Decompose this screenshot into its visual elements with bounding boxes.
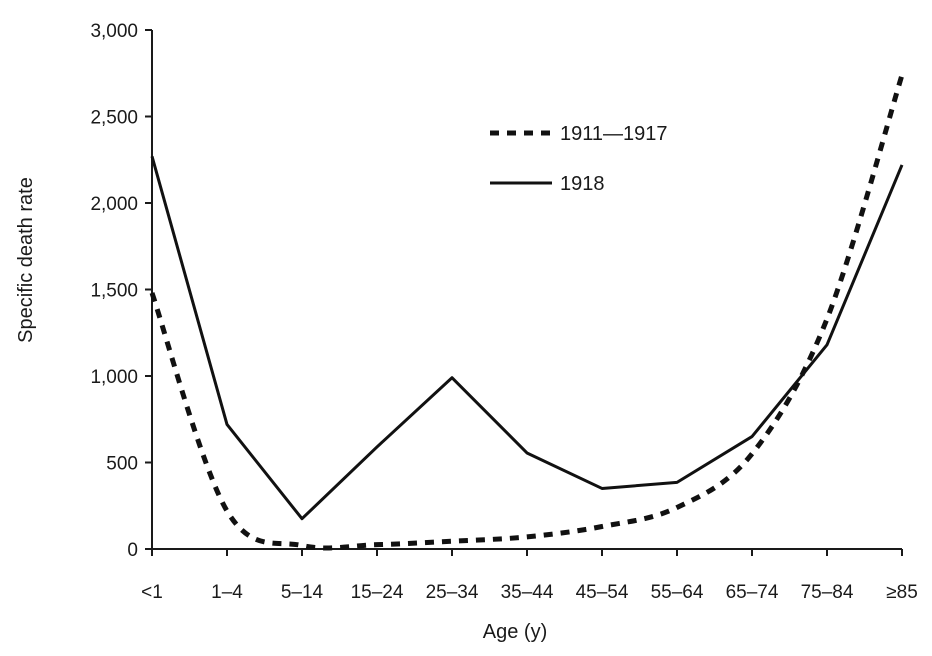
- x-tick-label: 65–74: [726, 582, 779, 603]
- y-axis: 0 500 1,000 1,500 2,000 2,500 3,000: [90, 21, 153, 561]
- x-tick-label: 75–84: [801, 582, 854, 603]
- x-tick-label: 35–44: [501, 582, 554, 603]
- legend-label-1911-1917: 1911—1917: [560, 123, 668, 145]
- series-line-1911-1917: [149, 74, 905, 551]
- x-tick-label: 45–54: [576, 582, 629, 603]
- x-tick-label: 15–24: [351, 582, 404, 603]
- y-tick-label: 1,000: [90, 367, 138, 388]
- y-tick-label: 0: [127, 540, 138, 561]
- legend: 1911—1917 1918: [490, 123, 668, 195]
- series-layer: [149, 74, 905, 551]
- x-tick-label: ≥85: [886, 582, 918, 603]
- y-tick-label: 1,500: [90, 281, 138, 302]
- y-tick-label: 3,000: [90, 21, 138, 42]
- y-tick-label: 2,000: [90, 194, 138, 215]
- x-axis-title: Age (y): [483, 621, 547, 643]
- legend-item-1911-1917: 1911—1917: [490, 123, 668, 145]
- legend-label-1918: 1918: [560, 173, 605, 195]
- y-axis-ticks: 0 500 1,000 1,500 2,000 2,500 3,000: [90, 21, 152, 561]
- y-tick-label: 2,500: [90, 108, 138, 129]
- x-axis-ticks: <1 1–4 5–14 15–24 25–34 35–44 45–54 55–64 65–74 7…: [141, 549, 918, 603]
- legend-item-1918: 1918: [490, 173, 605, 195]
- x-tick-label: <1: [141, 582, 163, 603]
- y-axis-title: Specific death rate: [15, 177, 37, 343]
- y-tick-label: 500: [106, 454, 138, 475]
- x-tick-label: 55–64: [651, 582, 704, 603]
- x-tick-label: 1–4: [211, 582, 243, 603]
- x-axis: <1 1–4 5–14 15–24 25–34 35–44 45–54 55–64 65–74 7…: [141, 548, 918, 603]
- x-tick-label: 5–14: [281, 582, 324, 603]
- x-tick-label: 25–34: [426, 582, 479, 603]
- series-line-1918: [150, 155, 904, 521]
